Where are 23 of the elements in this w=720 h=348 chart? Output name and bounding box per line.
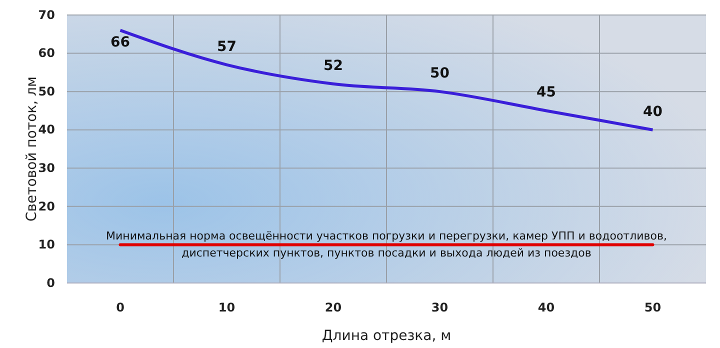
y-tick-label: 50 — [38, 84, 55, 98]
y-axis-title: Световой поток, лм — [24, 76, 40, 222]
data-label: 52 — [324, 58, 343, 74]
y-tick-label: 10 — [38, 238, 55, 252]
x-axis-title: Длина отрезка, м — [322, 328, 452, 344]
y-tick-label: 70 — [38, 8, 55, 22]
data-label: 57 — [217, 38, 236, 55]
x-tick-label: 20 — [324, 300, 342, 315]
x-tick-label: 30 — [431, 300, 448, 315]
data-label: 40 — [643, 104, 663, 120]
data-label: 66 — [110, 34, 130, 50]
y-tick-label: 60 — [38, 46, 55, 60]
y-tick-label: 30 — [38, 160, 55, 175]
y-tick-label: 20 — [38, 199, 55, 214]
x-tick-label: 50 — [644, 300, 662, 315]
data-label: 50 — [430, 66, 450, 82]
x-tick-label: 40 — [538, 300, 555, 315]
x-tick-label: 10 — [218, 300, 236, 315]
y-tick-label: 40 — [38, 122, 55, 137]
ref-line-label: Минимальная норма освещённости участков погрузки и перегрузки, камер УПП и водоотливов, диспетчерских пунктов, пунктов посадки и выхода людей из поездов — [106, 230, 667, 260]
x-tick-label: 0 — [116, 300, 124, 315]
data-label: 45 — [536, 84, 556, 101]
y-tick-label: 0 — [46, 276, 55, 290]
